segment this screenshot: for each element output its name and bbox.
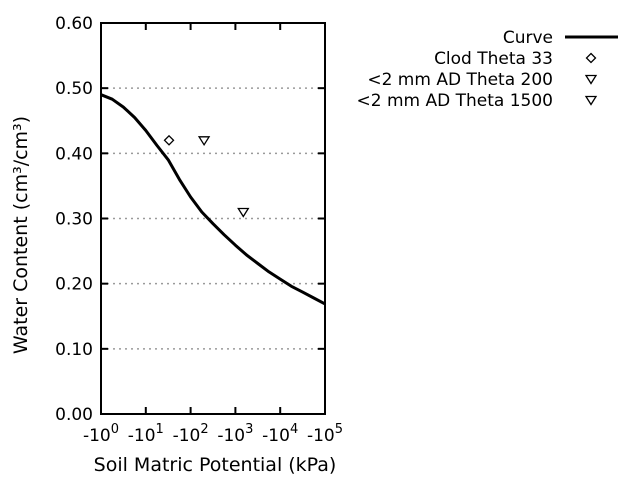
legend-label: Curve — [503, 28, 553, 48]
legend-marker-open-triangle-down — [584, 74, 598, 85]
marker-clod-theta-33 — [163, 134, 175, 146]
plot-border — [100, 22, 326, 415]
x-tick-label: -102 — [173, 422, 209, 446]
legend-marker-open-triangle-down — [584, 95, 598, 106]
legend-entry-clod-theta-33: Clod Theta 33 — [434, 49, 597, 69]
plot-frame — [100, 22, 326, 415]
y-tick-label: 0.50 — [55, 79, 93, 99]
legend-label: Clod Theta 33 — [434, 49, 553, 69]
y-tick-label: 0.40 — [55, 144, 93, 164]
curve-curve — [100, 93, 326, 306]
data-series — [100, 93, 326, 306]
y-tick-label: 0.10 — [55, 340, 93, 360]
y-tick-label: 0.00 — [55, 405, 93, 425]
y-axis-title: Water Content (cm³/cm³) — [10, 116, 32, 354]
legend-label: <2 mm AD Theta 200 — [367, 70, 553, 90]
legend-entry-2-mm-ad-theta-1500: <2 mm AD Theta 1500 — [357, 91, 598, 111]
y-tick-label: 0.30 — [55, 210, 93, 230]
gridlines — [101, 87, 325, 350]
x-tick-label: -100 — [83, 422, 119, 446]
x-tick-label: -104 — [262, 422, 298, 446]
legend-entry-curve: Curve — [503, 28, 618, 48]
legend-label: <2 mm AD Theta 1500 — [357, 91, 553, 111]
axis-ticks — [100, 22, 326, 415]
legend-marker-open-diamond — [585, 52, 597, 64]
x-axis-title: Soil Matric Potential (kPa) — [94, 454, 337, 476]
legend-entry-2-mm-ad-theta-200: <2 mm AD Theta 200 — [367, 70, 598, 90]
tick-labels: 0.00 0.10 0.20 0.30 0.40 0.50 0.60 -100 -101 -102… — [55, 14, 343, 446]
x-tick-label: -103 — [217, 422, 253, 446]
x-tick-label: -101 — [128, 422, 164, 446]
marker-2-mm-ad-theta-200 — [197, 136, 211, 147]
marker-2-mm-ad-theta-1500 — [237, 207, 250, 218]
x-tick-label: -105 — [307, 422, 343, 446]
y-tick-label: 0.60 — [55, 14, 93, 34]
y-tick-label: 0.20 — [55, 275, 93, 295]
